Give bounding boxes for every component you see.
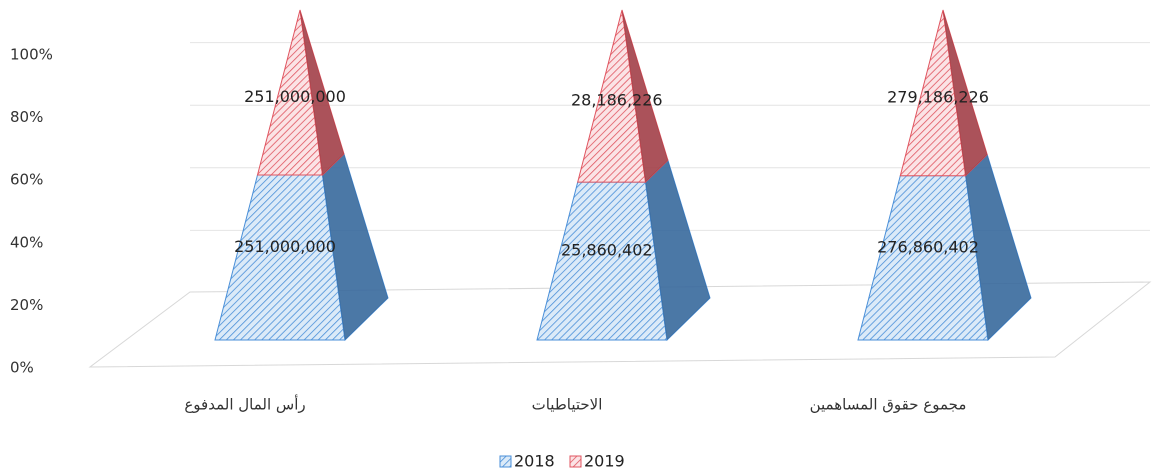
data-label: 251,000,000	[244, 87, 346, 106]
front-face	[536, 181, 668, 341]
floor	[88, 281, 1152, 368]
side-shade	[622, 10, 668, 183]
y-tick-label: 40%	[10, 233, 43, 251]
legend-label: 2018	[514, 452, 555, 471]
data-label: 28,186,226	[571, 91, 663, 110]
data-label: 276,860,402	[877, 237, 979, 256]
x-tick-label: رأس المال المدفوع	[184, 395, 305, 414]
y-tick-label: 80%	[10, 108, 43, 126]
pyramid-segment	[536, 159, 711, 342]
side-face	[299, 9, 345, 177]
pyramid-segment	[857, 153, 1032, 342]
side-shade	[645, 160, 710, 340]
side-face	[621, 9, 669, 184]
pyramid-segment	[256, 9, 345, 177]
y-tick-label: 0%	[10, 359, 34, 377]
side-shade	[965, 154, 1031, 340]
pyramid-segment	[899, 9, 988, 177]
y-tick-label: 20%	[10, 296, 43, 314]
pyramid-segment	[577, 9, 669, 184]
legend-swatch	[569, 455, 582, 468]
y-tick-label: 100%	[10, 46, 53, 64]
legend-swatch	[499, 455, 512, 468]
side-shade	[300, 10, 344, 175]
pyramid-segment	[214, 153, 389, 342]
side-shade	[943, 10, 988, 176]
data-label: 25,860,402	[561, 241, 653, 260]
data-label: 279,186,226	[887, 87, 989, 106]
data-label: 251,000,000	[234, 237, 336, 256]
y-tick-label: 60%	[10, 171, 43, 189]
side-shade	[322, 154, 388, 340]
x-tick-label: مجموع حقوق المساهمين	[810, 396, 967, 414]
legend-label: 2019	[584, 452, 625, 471]
x-tick-label: الاحتياطيات	[532, 396, 603, 414]
side-face	[942, 9, 988, 177]
